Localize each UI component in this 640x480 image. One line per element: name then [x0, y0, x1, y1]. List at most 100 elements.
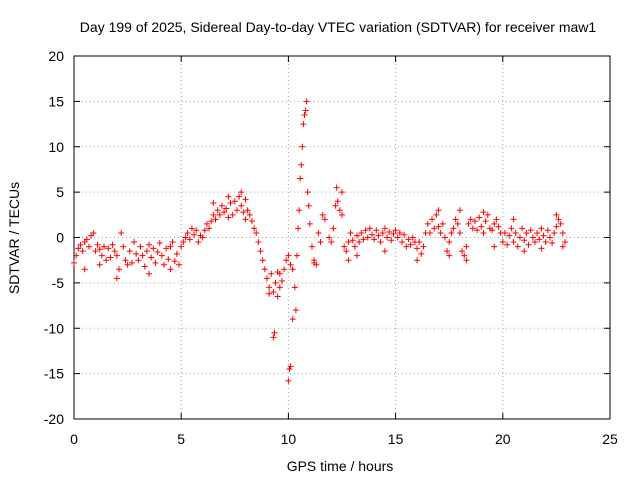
data-point: [467, 216, 474, 223]
data-point: [504, 241, 511, 248]
data-point: [508, 225, 515, 232]
data-point: [446, 239, 453, 246]
data-point: [122, 257, 129, 264]
data-point: [341, 243, 348, 250]
data-point: [521, 237, 528, 244]
data-point: [303, 98, 310, 105]
data-point: [448, 229, 455, 236]
data-point: [77, 241, 84, 248]
data-point: [229, 211, 236, 218]
data-point: [83, 236, 90, 243]
data-point: [339, 189, 345, 196]
data-point: [73, 252, 80, 259]
data-point: [116, 266, 123, 273]
data-point: [165, 256, 172, 263]
data-point: [182, 234, 189, 241]
data-point: [514, 243, 521, 250]
data-point: [146, 241, 153, 248]
data-point: [274, 293, 281, 300]
data-point: [297, 175, 304, 182]
data-point: [559, 243, 566, 250]
data-point: [349, 237, 356, 244]
data-point: [523, 229, 530, 236]
data-point: [96, 246, 103, 253]
data-point: [289, 266, 296, 273]
grid: [74, 56, 610, 419]
data-point: [553, 223, 560, 230]
data-point: [218, 202, 225, 209]
data-point: [171, 258, 178, 265]
data-point: [478, 223, 485, 230]
data-point: [459, 248, 466, 255]
data-point: [396, 229, 403, 236]
data-point: [126, 248, 133, 255]
data-point: [369, 231, 376, 238]
data-point: [454, 220, 461, 227]
data-point: [201, 227, 208, 234]
data-point: [186, 236, 193, 243]
data-point: [242, 196, 249, 203]
data-point: [362, 227, 369, 234]
data-point: [441, 234, 448, 241]
data-point: [231, 198, 238, 205]
data-point: [392, 227, 399, 234]
data-point: [536, 236, 543, 243]
data-point: [203, 220, 210, 227]
data-point: [304, 189, 311, 196]
data-point: [521, 248, 528, 255]
data-point: [299, 143, 306, 150]
data-point: [210, 211, 217, 218]
data-point: [263, 275, 270, 282]
data-point: [225, 214, 232, 221]
data-point: [557, 220, 564, 227]
data-point: [298, 161, 305, 168]
data-point: [542, 239, 549, 246]
data-point: [538, 225, 545, 232]
data-point: [131, 239, 138, 246]
data-point: [178, 243, 185, 250]
data-point: [238, 189, 245, 196]
data-point: [208, 218, 215, 225]
data-point: [188, 225, 195, 232]
data-point: [538, 245, 545, 252]
data-point: [191, 231, 198, 238]
data-point: [285, 377, 292, 384]
data-point: [152, 259, 159, 266]
data-point: [516, 234, 523, 241]
data-point: [287, 261, 294, 268]
data-point: [139, 252, 146, 259]
data-point: [287, 363, 294, 370]
data-point: [283, 257, 290, 264]
data-point: [379, 229, 386, 236]
data-point: [319, 211, 326, 218]
data-point: [163, 245, 170, 252]
data-point: [289, 316, 296, 323]
data-point: [394, 234, 401, 241]
data-point: [347, 229, 354, 236]
x-tick-label: 20: [495, 431, 511, 447]
data-point: [409, 234, 416, 241]
data-point: [491, 243, 498, 250]
data-point: [86, 243, 93, 250]
data-point: [214, 207, 221, 214]
data-point: [471, 218, 478, 225]
data-point: [546, 234, 553, 241]
data-point: [437, 229, 444, 236]
data-point: [375, 232, 382, 239]
y-tick-label: 5: [56, 184, 64, 200]
data-point: [118, 229, 125, 236]
data-point: [326, 234, 333, 241]
data-point: [311, 259, 318, 266]
data-point: [364, 234, 371, 241]
data-point: [270, 288, 277, 295]
data-point: [161, 261, 168, 268]
y-tick-label: 15: [48, 93, 64, 109]
chart-title: Day 199 of 2025, Sidereal Day-to-day VTE…: [80, 19, 597, 35]
data-point: [176, 261, 183, 268]
data-point: [551, 229, 558, 236]
data-point: [491, 220, 498, 227]
data-point: [96, 261, 103, 268]
data-point: [184, 229, 191, 236]
data-point: [426, 229, 433, 236]
